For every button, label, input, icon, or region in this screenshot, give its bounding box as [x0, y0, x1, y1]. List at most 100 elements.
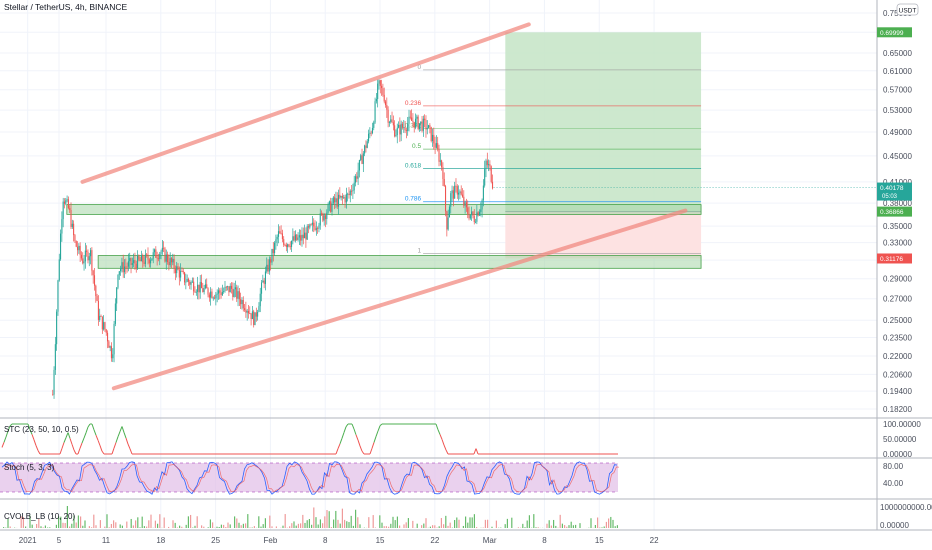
candle-body	[173, 258, 175, 269]
candle-body	[330, 201, 332, 212]
support-zone-2[interactable]	[97, 255, 702, 269]
candle-body	[280, 233, 282, 235]
cvol-bar	[546, 523, 548, 528]
cvol-bar	[60, 516, 62, 528]
cvol-bar	[82, 525, 84, 528]
cvol-bar	[66, 505, 68, 528]
cvol-bar	[29, 515, 31, 528]
time-tick-label: 11	[102, 536, 111, 545]
candle-body	[274, 242, 276, 254]
candle-body	[242, 300, 244, 309]
price-axis[interactable]: 0.750000.699990.650000.610000.570000.530…	[877, 9, 932, 530]
support-zone-1[interactable]	[66, 204, 702, 215]
stc-line-seg	[335, 448, 339, 455]
stc-line-seg	[341, 432, 345, 439]
stc-line-seg	[29, 429, 33, 435]
candles	[52, 79, 877, 399]
candle-body	[413, 121, 415, 128]
channel-upper-line[interactable]	[80, 22, 531, 184]
candle-body	[283, 239, 285, 245]
cvol-bar	[359, 524, 361, 528]
price-marker[interactable]	[877, 253, 912, 264]
cvol-bar	[372, 515, 374, 528]
currency-badge[interactable]: USDT	[896, 3, 919, 16]
cvol-bar	[443, 524, 445, 528]
cvol-bar	[238, 522, 240, 528]
stc-line-seg	[121, 426, 125, 433]
time-axis[interactable]: 2021 5 11 18 25 Feb 8 15 22 Mar 8 15 22	[19, 536, 659, 545]
cvol-bar	[245, 523, 247, 528]
cvol-bar	[484, 519, 486, 528]
candle-body	[109, 346, 111, 348]
cvol-bar	[69, 526, 71, 528]
stc-line-seg	[119, 426, 123, 432]
channel-lines[interactable]	[80, 22, 688, 391]
cvol-bar	[504, 524, 506, 528]
candle-body	[137, 255, 139, 269]
candle-body	[210, 291, 212, 298]
stc-line-seg	[127, 443, 131, 450]
candle-body	[378, 80, 380, 84]
stoch-label[interactable]: Stoch (5, 3, 3)	[4, 463, 55, 472]
cvol-bar	[234, 516, 236, 528]
candle-body	[471, 211, 473, 215]
candle-body	[328, 201, 330, 205]
cvol-bar	[434, 525, 436, 528]
candle-body	[117, 274, 119, 288]
cvol-bar	[548, 520, 550, 528]
stc-line-seg	[115, 436, 119, 443]
candle-body	[180, 270, 182, 278]
cvol-bar	[110, 523, 112, 528]
candle-body	[187, 278, 190, 282]
candle-body	[326, 212, 328, 220]
candle-body	[71, 223, 73, 227]
candle-body	[106, 332, 109, 342]
stoch-tick-label: 80.00	[883, 462, 904, 471]
price-marker[interactable]	[877, 27, 912, 38]
cvol-bar	[141, 516, 143, 528]
candle-body	[403, 127, 405, 129]
candle-body	[212, 297, 214, 299]
stc-line-seg	[1, 442, 5, 448]
cvol-bar	[440, 518, 442, 528]
cvol-bar	[247, 514, 249, 528]
candle-body	[400, 123, 402, 135]
candle-body	[304, 232, 306, 239]
price-tick-label: 0.49000	[883, 128, 912, 137]
cvol-bar	[106, 514, 108, 528]
candle-body	[429, 125, 431, 127]
cvol-bar	[423, 523, 425, 528]
stc-line-seg	[35, 445, 39, 451]
candle-body	[438, 149, 440, 162]
candle-body	[490, 166, 492, 182]
cvol-label[interactable]: CVOLB_LB (10, 20)	[4, 512, 75, 521]
channel-lower-line[interactable]	[111, 208, 688, 391]
cvol-bar	[537, 527, 539, 528]
cvol-bar	[462, 525, 464, 528]
cvol-bar	[561, 523, 563, 528]
cvol-bar	[260, 526, 262, 528]
cvol-bar	[300, 523, 302, 528]
cvol-bar	[533, 514, 535, 528]
stc-label[interactable]: STC (23, 50, 10, 0.5)	[4, 425, 79, 434]
target-zone[interactable]	[505, 32, 702, 212]
price-marker[interactable]	[877, 182, 912, 201]
candle-body	[331, 203, 333, 212]
price-marker[interactable]	[877, 206, 912, 217]
candle-body	[472, 211, 474, 217]
cvol-bar	[517, 527, 519, 528]
cvol-bar	[449, 522, 451, 528]
cvol-bar	[176, 527, 178, 528]
candle-body	[164, 248, 166, 262]
candle-body	[444, 186, 447, 212]
cvol-bar	[416, 523, 418, 528]
candle-body	[307, 226, 310, 228]
candle-body	[86, 250, 88, 253]
currency-badge-label: USDT	[899, 8, 917, 15]
cvol-bar	[95, 525, 97, 528]
candle-body	[168, 262, 170, 266]
candle-body	[412, 120, 414, 122]
candle-body	[271, 248, 273, 263]
